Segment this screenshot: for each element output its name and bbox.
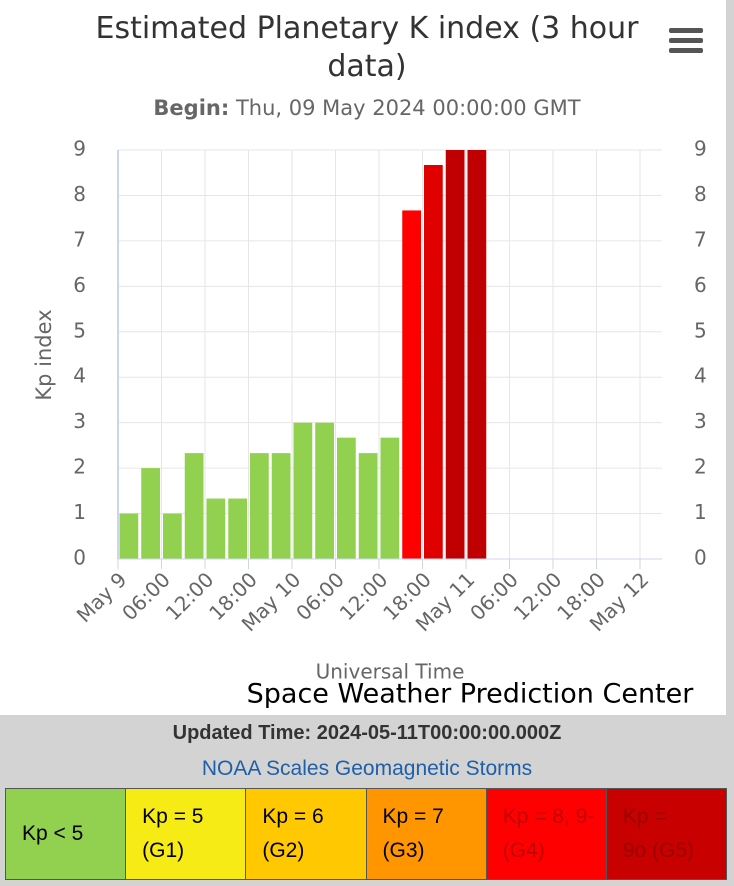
y2-tick-label: 7 <box>694 227 707 251</box>
credit: Space Weather Prediction Center <box>247 679 695 710</box>
y-tick-label: 8 <box>73 182 86 206</box>
y-tick-label: 0 <box>73 546 86 570</box>
scale-label: (G1) <box>142 839 185 862</box>
bar <box>337 437 356 559</box>
scale-label: (G3) <box>382 839 425 862</box>
bar <box>402 210 421 560</box>
subtitle: Thu, 09 May 2024 00:00:00 GMT <box>235 96 581 120</box>
bar <box>271 453 291 559</box>
y-tick-label: 1 <box>73 500 86 524</box>
scale-label: (G2) <box>262 839 305 862</box>
y-tick-label: 4 <box>73 364 86 388</box>
subtitle-label: Begin: <box>153 96 230 120</box>
bar <box>250 453 269 559</box>
scale-label: Kp < 5 <box>22 822 84 845</box>
y2-tick-label: 9 <box>694 137 707 161</box>
y-tick-label: 7 <box>73 227 86 251</box>
scales-legend: Kp < 5 Kp = 5 (G1) Kp = 6 (G2) Kp = 7 (G3) Kp =… <box>5 788 727 880</box>
x-axis-label: Universal Time <box>316 660 465 684</box>
menu-bar <box>669 38 703 43</box>
scale-cell: Kp = 8, 9- (G4) <box>486 789 607 879</box>
scale-label: (G4) <box>502 839 545 862</box>
bar <box>228 498 247 559</box>
menu-bar <box>669 28 703 33</box>
scales-link[interactable]: NOAA Scales Geomagnetic Storms <box>201 757 533 780</box>
scale-label: Kp = 6 <box>262 805 324 828</box>
y-tick-label: 6 <box>73 273 86 297</box>
y2-tick-label: 1 <box>694 500 707 524</box>
bar <box>293 422 313 559</box>
scale-cell: Kp = 9o (G5) <box>606 789 727 879</box>
y2-tick-label: 8 <box>694 182 707 206</box>
bar <box>184 453 204 559</box>
updated-time: Updated Time: 2024-05-11T00:00:00.000Z <box>172 722 562 744</box>
scale-label: Kp = 5 <box>142 805 204 828</box>
bar <box>467 150 487 559</box>
bar <box>163 513 182 559</box>
scale-label: Kp = 7 <box>382 805 444 828</box>
x-tick-label: 12:00 <box>509 567 567 625</box>
scale-cell: Kp < 5 <box>6 789 127 879</box>
scale-label: Kp = 8, 9- <box>502 805 595 828</box>
scale-cell: Kp = 7 (G3) <box>366 789 487 879</box>
scale-label: Kp = <box>622 805 667 828</box>
bar <box>358 453 378 559</box>
x-tick-label: 06:00 <box>465 567 523 625</box>
y2-tick-label: 2 <box>694 455 707 479</box>
y2-tick-label: 4 <box>694 364 707 388</box>
bar <box>141 468 160 559</box>
x-tick-label: 12:00 <box>335 567 393 625</box>
chart-title: Estimated Planetary K index (3 hour data… <box>95 11 639 84</box>
scale-cell: Kp = 5 (G1) <box>126 789 247 879</box>
y2-tick-label: 6 <box>694 273 707 297</box>
bar <box>445 150 465 559</box>
bar <box>380 437 400 559</box>
x-tick-label: May 9 <box>72 567 132 627</box>
bar <box>119 513 139 559</box>
bar <box>424 164 443 559</box>
menu-bar <box>669 48 703 53</box>
y-tick-label: 9 <box>73 137 86 161</box>
scale-label: 9o (G5) <box>622 839 695 862</box>
y-tick-label: 3 <box>73 409 86 433</box>
y2-tick-label: 0 <box>694 546 707 570</box>
chart: Kp index Universal Time Space Weather Pr… <box>0 0 726 715</box>
y2-tick-label: 3 <box>694 409 707 433</box>
chart-subtitle: Begin: Thu, 09 May 2024 00:00:00 GMT <box>0 96 734 120</box>
y-tick-label: 2 <box>73 455 86 479</box>
scale-cell: Kp = 6 (G2) <box>246 789 367 879</box>
x-tick-label: 06:00 <box>291 567 349 625</box>
x-tick-label: 06:00 <box>117 567 175 625</box>
x-tick-label: 12:00 <box>161 567 219 625</box>
y-tick-label: 5 <box>73 318 86 342</box>
y2-tick-label: 5 <box>694 318 707 342</box>
bar <box>206 498 226 559</box>
bar <box>315 422 334 559</box>
y-axis-label: Kp index <box>32 309 56 400</box>
